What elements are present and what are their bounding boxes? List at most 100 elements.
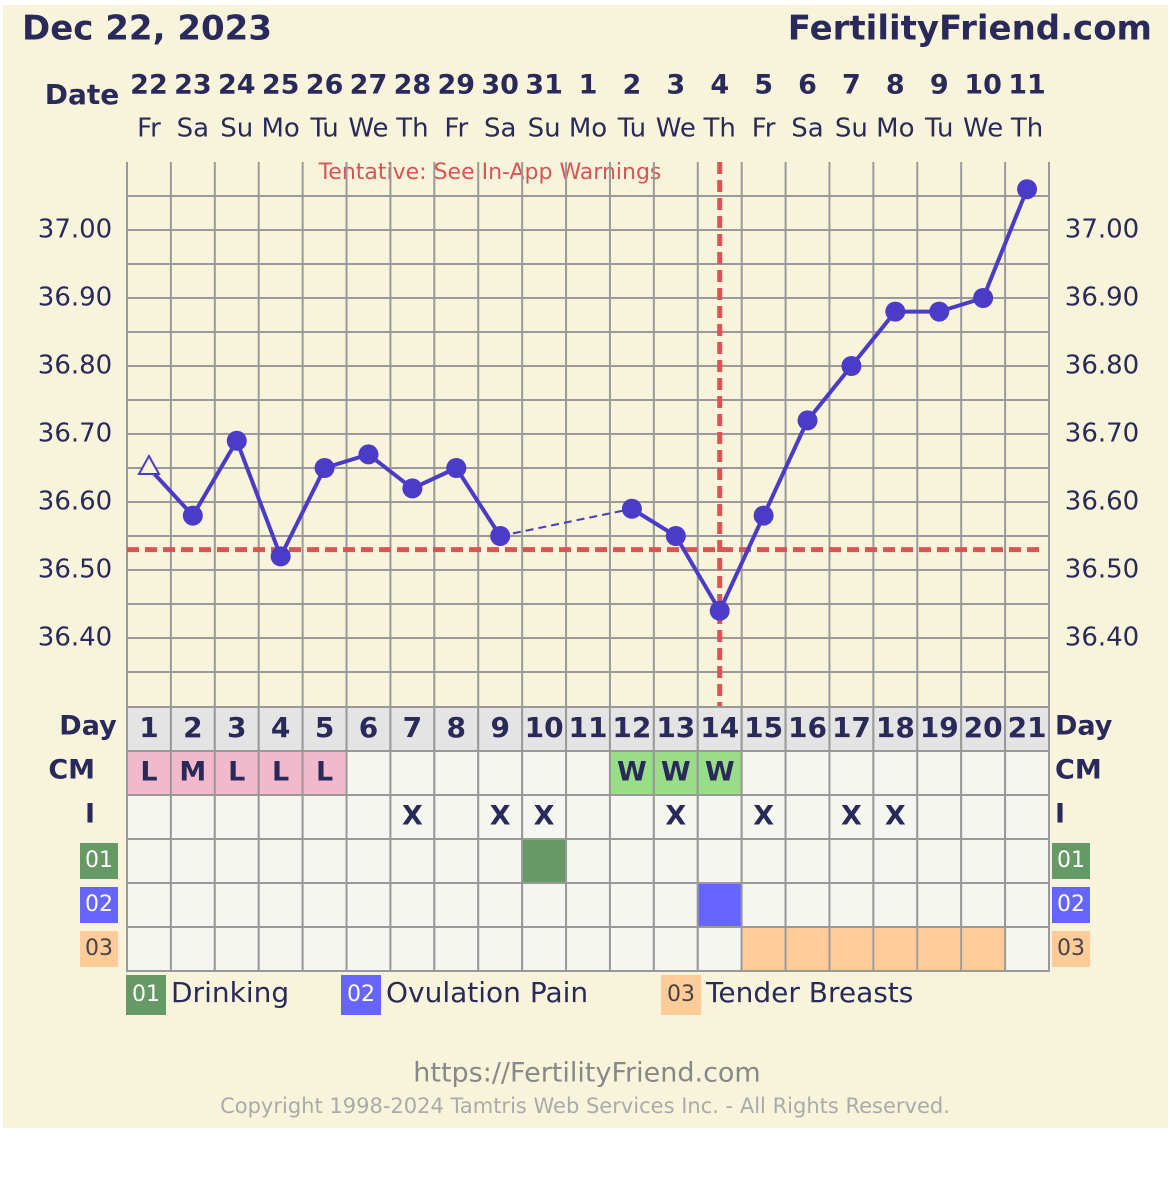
symptom-cell [874, 928, 917, 970]
cm-value: L [140, 757, 157, 788]
weekday-label: Fr [137, 114, 161, 144]
date-label: 10 [964, 70, 1002, 101]
cell [126, 794, 172, 840]
cell [872, 750, 919, 796]
cm-value: L [316, 757, 333, 788]
point [709, 600, 730, 621]
y-tick-label: 36.80 [38, 351, 112, 381]
day-number: 18 [876, 711, 915, 744]
cell [960, 882, 1007, 928]
weekday-label: Su [220, 114, 253, 144]
cell [301, 838, 348, 884]
legend-label: Tender Breasts [705, 976, 913, 1009]
cell [1004, 794, 1050, 840]
cell [608, 838, 655, 884]
cell [784, 706, 831, 752]
line-segment [981, 188, 1029, 299]
cell [477, 838, 524, 884]
table-border [126, 706, 1050, 972]
weekday-label: Fr [444, 114, 468, 144]
date-label: 24 [218, 70, 256, 101]
cell [1004, 926, 1050, 972]
row-label: CM [48, 755, 95, 786]
cell [213, 794, 260, 840]
date-label: 1 [579, 70, 598, 101]
symptom-cell [698, 884, 741, 926]
symptom-cell [786, 928, 829, 970]
cell [433, 750, 480, 796]
cell [126, 882, 172, 928]
weekday-label: We [963, 114, 1003, 144]
code-box-right [1052, 931, 1090, 967]
date-label: 9 [930, 70, 949, 101]
cell [389, 706, 436, 752]
point [490, 526, 511, 546]
date-label: 3 [666, 70, 685, 101]
point [841, 356, 862, 376]
legend-swatch [341, 975, 381, 1015]
cell [389, 794, 436, 840]
day-number: 14 [700, 711, 739, 744]
cell [828, 882, 875, 928]
cell [652, 882, 699, 928]
row-label: I [1055, 799, 1065, 830]
date-label: 25 [262, 70, 300, 101]
y-tick-label: 37.00 [38, 215, 112, 245]
date-label: 6 [798, 70, 817, 101]
weekday-label: We [656, 114, 696, 144]
date-label: 30 [481, 70, 519, 101]
y2-tick-label: 36.80 [1065, 351, 1139, 381]
symptom-cell [918, 928, 961, 970]
cell [389, 926, 436, 972]
cell [169, 794, 216, 840]
line-segment [499, 507, 633, 537]
annotation: Tentative: See In-App Warnings [318, 160, 662, 185]
cell [1004, 882, 1050, 928]
i-value: X [402, 801, 423, 832]
y2-tick-label: 36.70 [1065, 419, 1139, 449]
cm-value: W [705, 757, 735, 788]
cell [916, 838, 963, 884]
cell [872, 882, 919, 928]
weekday-label: Tu [309, 114, 338, 144]
line-segment [761, 419, 810, 517]
cell [784, 882, 831, 928]
cell [433, 926, 480, 972]
cell [257, 926, 304, 972]
legend-label: Ovulation Pain [386, 976, 588, 1009]
cell [828, 750, 875, 796]
date-label: 5 [754, 70, 773, 101]
date-label: 28 [394, 70, 432, 101]
cm-value: L [272, 757, 289, 788]
cell [608, 926, 655, 972]
date-label: 23 [174, 70, 212, 101]
cell [828, 838, 875, 884]
cell [828, 794, 875, 840]
i-value: X [841, 801, 862, 832]
row-label: Day [1055, 711, 1113, 742]
point [182, 505, 203, 526]
symptom-cell [830, 928, 873, 970]
date-label: 11 [1008, 70, 1046, 101]
cell [652, 706, 699, 752]
day-number: 7 [403, 711, 422, 744]
cell [169, 926, 216, 972]
cell [608, 882, 655, 928]
weekday-label: Tu [617, 114, 646, 144]
code-box-left [80, 887, 118, 923]
line-segment [191, 439, 239, 517]
cell [433, 838, 480, 884]
weekday-label: Th [703, 114, 736, 144]
y-tick-label: 36.70 [38, 419, 112, 449]
point [226, 430, 247, 451]
i-value: X [534, 801, 555, 832]
date-label: 26 [306, 70, 344, 101]
cell [1004, 750, 1050, 796]
point [929, 301, 950, 322]
header-site: FertilityFriend.com [788, 9, 1152, 49]
cell [301, 750, 348, 796]
weekday-label: Mo [261, 114, 299, 144]
y2-tick-label: 37.00 [1065, 215, 1139, 245]
cell [696, 926, 743, 972]
